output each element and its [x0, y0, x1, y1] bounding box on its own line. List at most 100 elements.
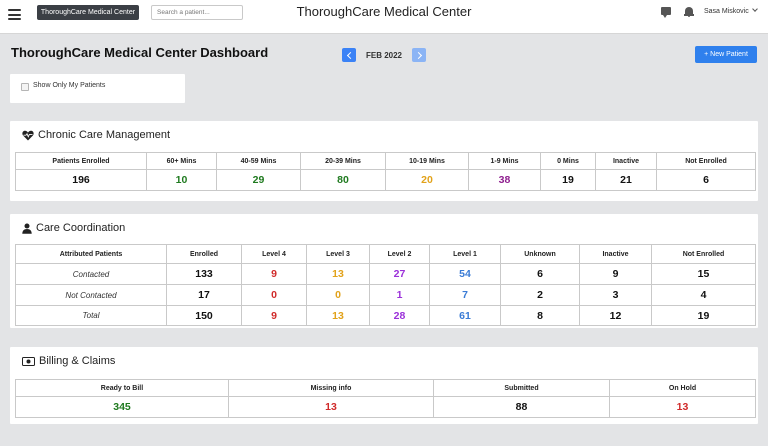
- cc-column-header: Level 4: [241, 244, 307, 264]
- cc-column-header: Level 2: [369, 244, 430, 264]
- cc-value-cell[interactable]: 12: [579, 305, 652, 326]
- cc-row-label: Not Contacted: [15, 284, 167, 306]
- cc-value-cell[interactable]: 17: [166, 284, 242, 306]
- ccm-column-header: 1-9 Mins: [468, 152, 541, 170]
- cc-value-cell[interactable]: 8: [500, 305, 580, 326]
- top-bar: ThoroughCare Medical Center ThoroughCare…: [0, 0, 768, 34]
- cc-header-row: Attributed Patients Enrolled Level 4 Level …: [15, 244, 756, 264]
- billing-header-row: Ready to Bill Missing info Submitted On Hol…: [15, 379, 756, 397]
- ccm-column-header: Patients Enrolled: [15, 152, 147, 170]
- cc-value-cell[interactable]: 6: [500, 263, 580, 285]
- cc-column-header: Attributed Patients: [15, 244, 167, 264]
- ccm-column-header: 60+ Mins: [146, 152, 217, 170]
- cc-row-label: Total: [15, 305, 167, 326]
- cc-value-cell[interactable]: 27: [369, 263, 430, 285]
- billing-value-cell[interactable]: 88: [433, 396, 610, 418]
- ccm-column-header: Not Enrolled: [656, 152, 756, 170]
- ccm-value-cell[interactable]: 19: [540, 169, 596, 191]
- cc-value-cell[interactable]: 3: [579, 284, 652, 306]
- ccm-header-row: Patients Enrolled 60+ Mins 40-59 Mins 20-39…: [15, 152, 756, 170]
- month-label: FEB 2022: [365, 51, 403, 60]
- show-only-my-patients-checkbox[interactable]: [21, 83, 29, 91]
- ccm-value-cell[interactable]: 38: [468, 169, 541, 191]
- cc-value-cell[interactable]: 13: [306, 263, 370, 285]
- cc-value-cell[interactable]: 19: [651, 305, 756, 326]
- cc-value-cell[interactable]: 0: [306, 284, 370, 306]
- chevron-left-icon[interactable]: [342, 48, 356, 62]
- patient-search-input[interactable]: [151, 5, 243, 20]
- ccm-header: Chronic Care Management: [22, 129, 170, 141]
- cc-value-cell[interactable]: 1: [369, 284, 430, 306]
- cc-column-header: Level 3: [306, 244, 370, 264]
- care-coordination-panel: Care Coordination Attributed Patients Enr…: [10, 214, 758, 328]
- cc-value-cell[interactable]: 54: [429, 263, 501, 285]
- cc-value-cell[interactable]: 28: [369, 305, 430, 326]
- care-coordination-header: Care Coordination: [22, 222, 125, 234]
- organization-button[interactable]: ThoroughCare Medical Center: [37, 5, 139, 20]
- chevron-right-icon[interactable]: [412, 48, 426, 62]
- ccm-table: Patients Enrolled 60+ Mins 40-59 Mins 20-39…: [15, 152, 756, 191]
- billing-panel: Billing & Claims Ready to Bill Missing in…: [10, 347, 758, 424]
- cc-value-cell[interactable]: 0: [241, 284, 307, 306]
- cc-column-header: Inactive: [579, 244, 652, 264]
- billing-value-cell[interactable]: 13: [228, 396, 434, 418]
- ccm-value-cell[interactable]: 20: [385, 169, 469, 191]
- cc-value-cell[interactable]: 4: [651, 284, 756, 306]
- ccm-column-header: 40-59 Mins: [216, 152, 301, 170]
- bell-icon[interactable]: [684, 6, 694, 17]
- ccm-title: Chronic Care Management: [38, 129, 171, 141]
- billing-column-header: Submitted: [433, 379, 610, 397]
- ccm-value-cell[interactable]: 196: [15, 169, 147, 191]
- ccm-panel: Chronic Care Management Patients Enrolle…: [10, 121, 758, 201]
- cc-row-label: Contacted: [15, 263, 167, 285]
- new-patient-button[interactable]: + New Patient: [695, 46, 757, 63]
- filter-card: Show Only My Patients: [10, 74, 185, 103]
- cc-value-cell[interactable]: 150: [166, 305, 242, 326]
- cc-row-contacted: Contacted 133 9 13 27 54 6 9 15: [15, 263, 756, 285]
- ccm-column-header: 0 Mins: [540, 152, 596, 170]
- billing-title: Billing & Claims: [39, 355, 116, 367]
- cc-value-cell[interactable]: 13: [306, 305, 370, 326]
- ccm-value-row: 196 10 29 80 20 38 19 21 6: [15, 169, 756, 191]
- billing-table: Ready to Bill Missing info Submitted On Hol…: [15, 379, 756, 418]
- billing-column-header: On Hold: [609, 379, 756, 397]
- cc-value-cell[interactable]: 9: [241, 263, 307, 285]
- care-coordination-title: Care Coordination: [36, 222, 126, 234]
- money-icon: [22, 356, 35, 366]
- hamburger-icon[interactable]: [8, 9, 21, 20]
- ccm-value-cell[interactable]: 21: [595, 169, 657, 191]
- heartbeat-icon: [22, 130, 34, 141]
- show-only-my-patients-label[interactable]: Show Only My Patients: [33, 82, 106, 89]
- app-title: ThoroughCare Medical Center: [296, 4, 472, 19]
- cc-row-not-contacted: Not Contacted 17 0 0 1 7 2 3 4: [15, 284, 756, 306]
- billing-value-cell[interactable]: 13: [609, 396, 756, 418]
- billing-column-header: Ready to Bill: [15, 379, 229, 397]
- billing-value-row: 345 13 88 13: [15, 396, 756, 418]
- billing-column-header: Missing info: [228, 379, 434, 397]
- ccm-column-header: 20-39 Mins: [300, 152, 386, 170]
- cc-value-cell[interactable]: 9: [241, 305, 307, 326]
- chevron-down-icon: [751, 6, 758, 12]
- cc-value-cell[interactable]: 61: [429, 305, 501, 326]
- user-menu[interactable]: Sasa Miskovic: [704, 6, 758, 15]
- cc-value-cell[interactable]: 2: [500, 284, 580, 306]
- ccm-value-cell[interactable]: 80: [300, 169, 386, 191]
- ccm-column-header: 10-19 Mins: [385, 152, 469, 170]
- user-name: Sasa Miskovic: [704, 8, 749, 15]
- cc-value-cell[interactable]: 9: [579, 263, 652, 285]
- ccm-column-header: Inactive: [595, 152, 657, 170]
- cc-column-header: Unknown: [500, 244, 580, 264]
- ccm-value-cell[interactable]: 10: [146, 169, 217, 191]
- cc-value-cell[interactable]: 15: [651, 263, 756, 285]
- cc-value-cell[interactable]: 7: [429, 284, 501, 306]
- ccm-value-cell[interactable]: 29: [216, 169, 301, 191]
- ccm-value-cell[interactable]: 6: [656, 169, 756, 191]
- cc-column-header: Not Enrolled: [651, 244, 756, 264]
- care-coordination-table: Attributed Patients Enrolled Level 4 Level …: [15, 244, 756, 326]
- cc-value-cell[interactable]: 133: [166, 263, 242, 285]
- cc-column-header: Enrolled: [166, 244, 242, 264]
- cc-column-header: Level 1: [429, 244, 501, 264]
- billing-header: Billing & Claims: [22, 355, 115, 367]
- chat-icon[interactable]: [661, 7, 671, 18]
- billing-value-cell[interactable]: 345: [15, 396, 229, 418]
